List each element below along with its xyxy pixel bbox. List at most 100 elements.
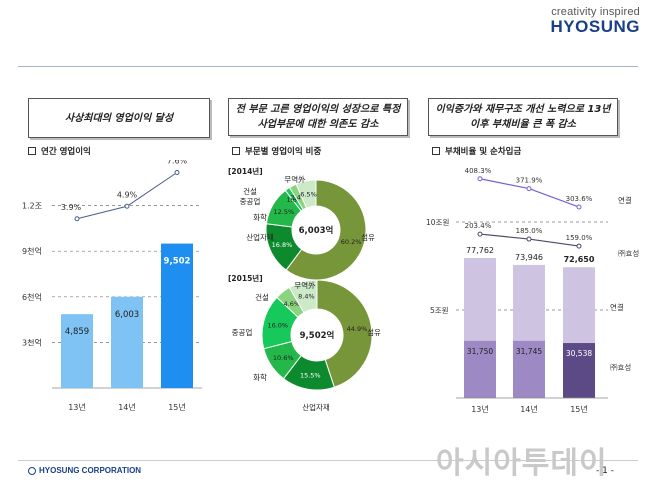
slice-value-label: 16.8% xyxy=(272,241,293,249)
slice-value-label: 12.5% xyxy=(274,208,295,216)
x-tick-label: 15년 xyxy=(168,402,186,412)
slice-name-label: 화학 xyxy=(253,372,267,382)
header-divider xyxy=(18,66,638,67)
slice-name-label: 산업자재 xyxy=(302,402,330,412)
ratio-point xyxy=(576,204,582,210)
slice-name-label: 건설 xyxy=(243,186,257,196)
slice-value-label: 15.5% xyxy=(300,371,321,379)
ratio-point xyxy=(576,243,582,249)
slice-value-label: 60.2% xyxy=(341,238,362,246)
ratio-label: 203.4% xyxy=(465,222,492,230)
checkbox-icon xyxy=(432,146,440,155)
slice-value-label: 2.4% xyxy=(291,194,308,202)
bar-value-label: 4,859 xyxy=(65,327,89,337)
margin-point xyxy=(74,216,80,222)
headline-right: 이익증가와 재무구조 개선 노력으로 13년 이후 부채비율 큰 폭 감소 xyxy=(428,98,618,136)
page-number: - 1 - xyxy=(596,466,614,476)
bar xyxy=(61,314,93,388)
bar-hyosung xyxy=(464,340,496,398)
slice-name-label: 중공업 xyxy=(240,197,261,206)
bar-value-label: 9,502 xyxy=(164,257,191,267)
x-tick-label: 14년 xyxy=(118,402,136,412)
bar-value-label: 31,750 xyxy=(467,347,493,356)
ratio-label: 185.0% xyxy=(516,227,543,235)
slice-value-label: 10.6% xyxy=(273,354,294,362)
donut-slice xyxy=(288,279,318,314)
section-left-title: 연간 영업이익 xyxy=(41,147,91,157)
ratio-point xyxy=(477,231,483,237)
ratio-point xyxy=(526,236,532,242)
margin-point xyxy=(124,203,130,209)
series-name-label: ㈜효성 xyxy=(618,248,639,258)
series-name-label: 연결 xyxy=(618,195,632,205)
y-tick-label: 10조원 xyxy=(426,218,449,227)
bar-value-label: 30,538 xyxy=(566,349,592,358)
x-tick-label: 13년 xyxy=(471,404,489,414)
brand-header: creativity inspired HYOSUNG xyxy=(500,6,640,36)
watermark: 아시아투데이 xyxy=(436,446,608,481)
slice-name-label: 산업자재 xyxy=(246,232,274,242)
slice-value-label: 1.6% xyxy=(287,196,304,204)
slice-value-label: 4.6% xyxy=(284,300,301,308)
slice-name-label: 무역外 xyxy=(294,280,316,290)
slice-value-label: 16.0% xyxy=(267,321,288,329)
section-right-title: 부채비율 및 순차입금 xyxy=(445,147,522,157)
y-tick-label: 6천억 xyxy=(22,292,42,302)
margin-label: 7.6% xyxy=(167,160,188,166)
bar-value-label: 31,745 xyxy=(516,347,542,356)
y-tick-label: 9천억 xyxy=(22,246,42,256)
tagline: creativity inspired xyxy=(551,6,640,18)
slice-value-label: 8.4% xyxy=(298,292,315,300)
bar-value-label: 77,762 xyxy=(466,246,494,255)
ratio-point xyxy=(477,176,483,182)
section-middle-title: 부문별 영업이익 비중 xyxy=(245,147,322,157)
slice-name-label: 섬유 xyxy=(367,327,381,337)
section-left: 연간 영업이익 xyxy=(28,145,91,157)
ratio-label: 159.0% xyxy=(566,234,593,242)
ratio-label: 303.6% xyxy=(566,195,593,203)
y-tick-label: 1.2조 xyxy=(22,202,42,211)
bar-value-label: 6,003 xyxy=(115,310,139,320)
headline-left: 사상최대의 영업이익 달성 xyxy=(28,98,210,138)
series-name-label: ㈜효성 xyxy=(610,362,631,372)
donut-slice xyxy=(295,179,317,209)
bar-value-label: 73,946 xyxy=(515,253,543,262)
checkbox-icon xyxy=(28,146,36,155)
ratio-label: 408.3% xyxy=(465,167,492,175)
slice-name-label: 섬유 xyxy=(361,232,375,242)
ratio-point xyxy=(526,186,532,192)
donut-slice xyxy=(285,179,367,281)
donut-hole xyxy=(292,310,342,360)
slice-name-label: 중공업 xyxy=(232,328,253,337)
headline-left-text: 사상최대의 영업이익 달성 xyxy=(64,112,174,124)
bar-hyosung xyxy=(513,340,545,398)
bar xyxy=(111,296,143,388)
bar-value-label: 72,650 xyxy=(564,255,595,264)
x-tick-label: 14년 xyxy=(520,404,538,414)
series-name-label: 연결 xyxy=(610,302,624,312)
section-middle: 부문별 영업이익 비중 xyxy=(232,145,321,157)
debt-ratio-chart: 408.3% 371.9% 303.6% 연결 203.4% 185.0% 159.0% ㈜효… xyxy=(426,167,639,414)
ratio-label: 371.9% xyxy=(516,177,543,185)
slice-name-label: 건설 xyxy=(255,292,269,302)
footer-logo: HYOSUNG CORPORATION xyxy=(28,466,141,475)
y-tick-label: 3천억 xyxy=(22,337,42,347)
footer-logo-text: HYOSUNG CORPORATION xyxy=(39,466,142,475)
donut-slice xyxy=(316,279,373,388)
donut-title: [2014년] xyxy=(228,166,263,176)
margin-label: 3.9% xyxy=(61,203,82,212)
y-tick-label: 5조원 xyxy=(430,306,449,315)
section-right: 부채비율 및 순차입금 xyxy=(432,145,521,157)
bar xyxy=(161,243,193,388)
bar-hyosung xyxy=(563,343,595,398)
donut-center-label: 6,003억 xyxy=(299,225,334,236)
donut-title: [2015년] xyxy=(228,273,263,283)
margin-point xyxy=(174,170,180,175)
checkbox-icon xyxy=(232,146,240,155)
x-tick-label: 15년 xyxy=(570,404,588,414)
slice-name-label: 화학 xyxy=(253,212,267,222)
headline-middle-text: 전 부문 고른 영업이익의 성장으로 특정사업부문에 대한 의존도 감소 xyxy=(235,104,401,130)
headline-middle: 전 부문 고른 영업이익의 성장으로 특정사업부문에 대한 의존도 감소 xyxy=(228,98,408,136)
x-tick-label: 13년 xyxy=(68,402,86,412)
slice-value-label: 44.9% xyxy=(347,325,368,333)
